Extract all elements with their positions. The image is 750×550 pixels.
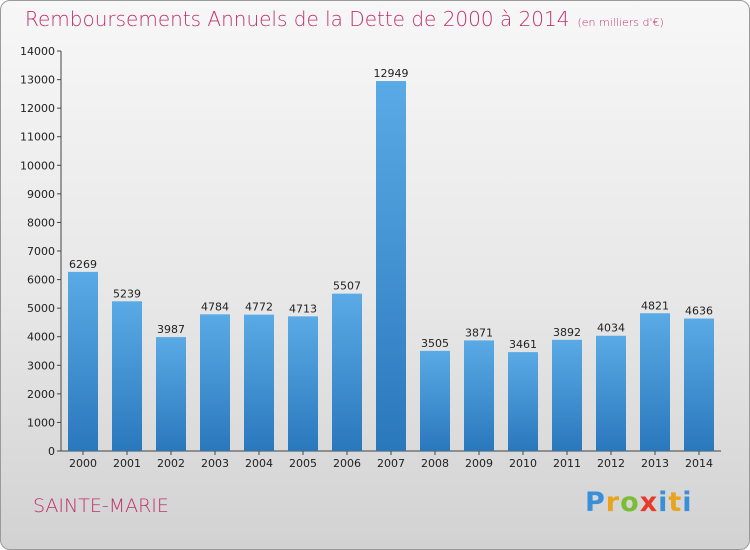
bar	[376, 81, 406, 452]
bar	[244, 314, 274, 451]
axes: 0 1000 2000 3000 4000 5000 6000 7000 8000 9000 100…	[20, 45, 721, 470]
place-name: SAINTE-MARIE	[33, 495, 169, 517]
bar-value-label: 3871	[465, 326, 493, 339]
bar-value-label: 4772	[245, 301, 273, 314]
x-tick-label: 2007	[377, 457, 405, 470]
y-tick-label: 8000	[27, 216, 55, 229]
bar	[552, 339, 582, 451]
y-tick-label: 1000	[27, 416, 55, 429]
x-tick-label: 2010	[509, 457, 537, 470]
bar	[508, 352, 538, 451]
proxiti-logo[interactable]: Proxiti	[585, 487, 693, 518]
x-tick-label: 2011	[553, 457, 581, 470]
bars: 6269 5239 3987 4784 4772 4713 5507 12949 3505 387…	[68, 67, 714, 452]
bar	[112, 301, 142, 451]
bar-value-label: 6269	[69, 258, 97, 271]
bar-value-label: 5239	[113, 287, 141, 300]
y-tick-label: 10000	[20, 159, 55, 172]
bar	[596, 335, 626, 451]
y-tick-label: 6000	[27, 274, 55, 287]
logo-letter: x	[639, 487, 659, 518]
logo-letter: t	[668, 487, 683, 518]
x-tick-label: 2012	[597, 457, 625, 470]
y-tick-label: 5000	[27, 302, 55, 315]
logo-letter: i	[682, 487, 693, 518]
logo-letter: P	[585, 487, 606, 518]
bar-value-label: 4821	[641, 299, 669, 312]
bar	[332, 293, 362, 451]
chart-subtitle: (en milliers d'€)	[577, 16, 664, 29]
x-tick-label: 2008	[421, 457, 449, 470]
chart-title-text: Remboursements Annuels de la Dette de 20…	[25, 7, 570, 31]
bar	[464, 340, 494, 451]
bar	[200, 314, 230, 451]
x-tick-label: 2014	[685, 457, 713, 470]
x-tick-label: 2005	[289, 457, 317, 470]
x-tick-label: 2003	[201, 457, 229, 470]
x-tick-label: 2009	[465, 457, 493, 470]
bar-value-label: 4784	[201, 300, 229, 313]
x-tick-label: 2002	[157, 457, 185, 470]
bar	[684, 318, 714, 451]
y-tick-label: 0	[48, 445, 55, 458]
y-tick-label: 9000	[27, 188, 55, 201]
bar-value-label: 3505	[421, 337, 449, 350]
y-tick-label: 13000	[20, 74, 55, 87]
y-tick-label: 3000	[27, 359, 55, 372]
y-tick-label: 11000	[20, 131, 55, 144]
bar-value-label: 3892	[553, 326, 581, 339]
logo-letter: i	[658, 487, 669, 518]
x-tick-label: 2006	[333, 457, 361, 470]
x-tick-label: 2001	[113, 457, 141, 470]
bar-value-label: 3987	[157, 323, 185, 336]
chart-title: Remboursements Annuels de la Dette de 20…	[25, 7, 664, 31]
bar	[420, 350, 450, 451]
x-tick-label: 2004	[245, 457, 273, 470]
x-tick-label: 2013	[641, 457, 669, 470]
bar	[68, 271, 98, 451]
bar-value-label: 5507	[333, 280, 361, 293]
logo-letter: o	[620, 487, 640, 518]
y-tick-label: 14000	[20, 45, 55, 58]
y-tick-label: 12000	[20, 102, 55, 115]
bar	[288, 316, 318, 451]
bar-value-label: 4713	[289, 302, 317, 315]
y-tick-label: 4000	[27, 331, 55, 344]
bar	[156, 337, 186, 451]
bar	[640, 313, 670, 451]
x-tick-label: 2000	[69, 457, 97, 470]
y-tick-label: 7000	[27, 245, 55, 258]
bar-value-label: 12949	[374, 67, 409, 80]
bar-value-label: 4636	[685, 305, 713, 318]
bar-value-label: 3461	[509, 338, 537, 351]
logo-letter: r	[605, 487, 621, 518]
y-tick-label: 2000	[27, 388, 55, 401]
bar-value-label: 4034	[597, 322, 625, 335]
